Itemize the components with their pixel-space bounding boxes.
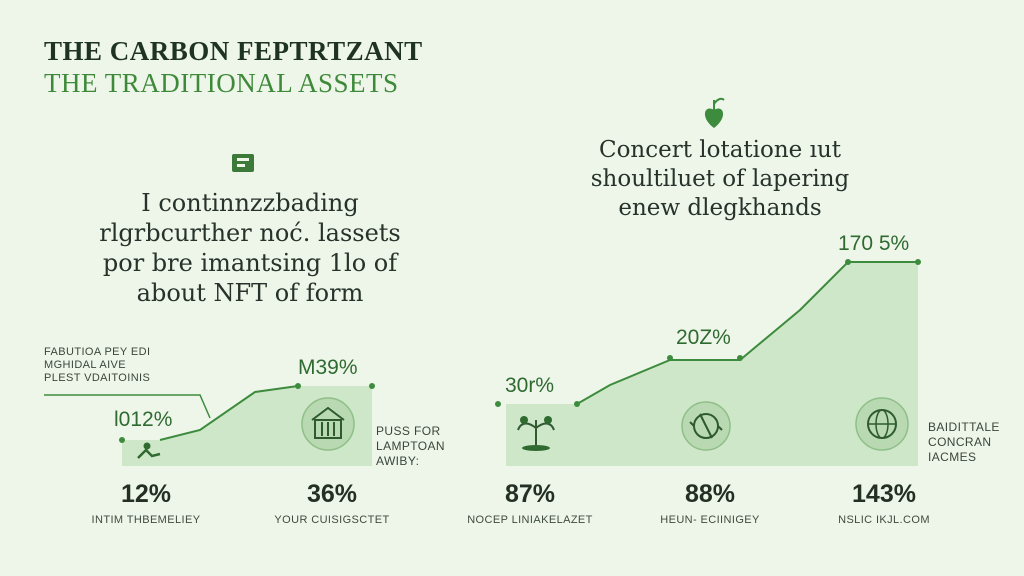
page-subtitle: THE TRADITIONAL ASSETS [44, 68, 399, 98]
right-point-2 [574, 401, 580, 407]
left-description-line: about NFT of form [136, 279, 364, 307]
right-description: Concert lotatione ıut shoultiluet of lap… [560, 136, 880, 223]
right-description-line: Concert lotatione ıut [598, 137, 842, 163]
stat-caption: INTIM THBEMELIEY [91, 514, 201, 526]
point-label: 170 5% [838, 232, 910, 255]
stat-value: 36% [306, 480, 358, 508]
stat-value: 88% [684, 480, 736, 508]
stat-caption: NOCEP LINIAKELAZET [467, 514, 593, 526]
left-trend-line [159, 385, 299, 441]
globe-icon [855, 397, 909, 451]
left-note: FABUTIOA PEY EDI MGHIDAL AIVE PLEST VDAI… [44, 346, 150, 385]
right-point-3 [667, 355, 673, 361]
mid-note: PUSS FOR LAMPTOAN AWIBY: [376, 424, 445, 469]
left-note-line: FABUTIOA PEY EDI [44, 346, 151, 358]
point-label: l012% [114, 408, 173, 431]
point-label: M39% [298, 356, 358, 379]
plant-icon [517, 416, 555, 451]
point-label: 20Z% [676, 326, 731, 349]
left-point-2 [295, 383, 301, 389]
mid-note-line: LAMPTOAN [376, 439, 445, 453]
stat-caption: YOUR CUISIGSCTET [274, 514, 390, 526]
left-description: I continnzzbading rlgrbcurther noć. lass… [90, 188, 410, 308]
right-point-4 [737, 355, 743, 361]
left-description-line: I continnzzbading [141, 189, 359, 217]
right-note: BAIDITTALE CONCRAN IACMES [928, 420, 1000, 465]
mid-note-line: AWIBY: [376, 454, 420, 468]
right-point-6 [915, 259, 921, 265]
right-point-1 [495, 401, 501, 407]
left-note-line: PLEST VDAITOINIS [44, 372, 151, 384]
right-description-line: enew dlegkhands [618, 195, 822, 221]
left-point-3 [369, 383, 375, 389]
person-icon [137, 442, 161, 459]
document-icon [232, 154, 254, 172]
stat-value: 143% [852, 480, 916, 508]
circular-arrows-icon [681, 401, 731, 451]
right-point-5 [845, 259, 851, 265]
page-title: THE CARBON FEPTRTZANT [44, 36, 423, 66]
right-note-line: BAIDITTALE [928, 420, 1000, 434]
left-note-line: MGHIDAL AIVE [44, 359, 127, 371]
stat-caption: HEUN- ECIINIGEY [660, 514, 760, 526]
left-description-line: rlgrbcurther noć. lassets [99, 219, 401, 247]
left-point-1 [119, 437, 125, 443]
stat-value: 12% [120, 480, 172, 508]
right-area-fill [506, 262, 918, 466]
right-note-line: IACMES [928, 450, 977, 464]
point-label: 30r% [505, 374, 555, 397]
building-icon [301, 397, 355, 451]
left-note-connector [44, 394, 211, 419]
right-note-line: CONCRAN [928, 435, 992, 449]
stat-caption: NSLIC IKJL.COM [838, 514, 930, 526]
stat-value: 87% [504, 480, 556, 508]
right-description-line: shoultiluet of lapering [590, 166, 850, 192]
heart-leaf-icon [704, 97, 725, 128]
mid-note-line: PUSS FOR [376, 424, 441, 438]
left-description-line: por bre imantsing 1lo of [102, 249, 398, 277]
